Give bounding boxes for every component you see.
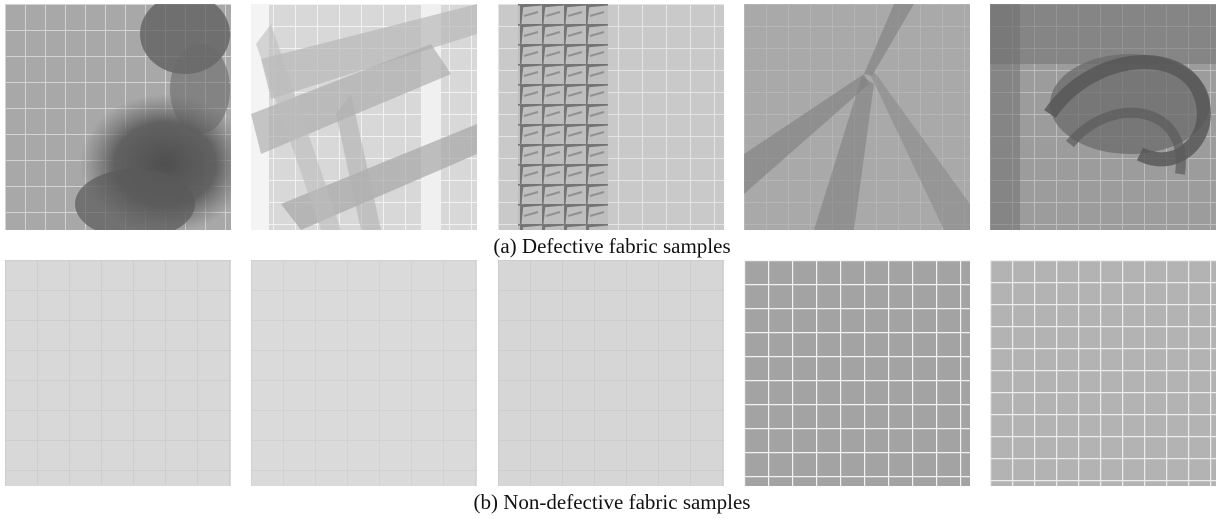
- non-defective-sample-5: [990, 260, 1216, 486]
- defective-sample-5: [990, 4, 1216, 230]
- defective-sample-1: [5, 4, 231, 230]
- non-defective-sample-4: [744, 260, 970, 486]
- caption-non-defective: (b) Non-defective fabric samples: [473, 490, 751, 514]
- non-defective-sample-3: [498, 260, 724, 486]
- defective-sample-2: [251, 4, 477, 230]
- non-defective-row: [0, 260, 1224, 486]
- defective-row: [0, 4, 1224, 230]
- caption-defective: (a) Defective fabric samples: [493, 234, 731, 258]
- non-defective-sample-1: [5, 260, 231, 486]
- non-defective-sample-2: [251, 260, 477, 486]
- defective-sample-3: [498, 4, 724, 230]
- defective-sample-4: [744, 4, 970, 230]
